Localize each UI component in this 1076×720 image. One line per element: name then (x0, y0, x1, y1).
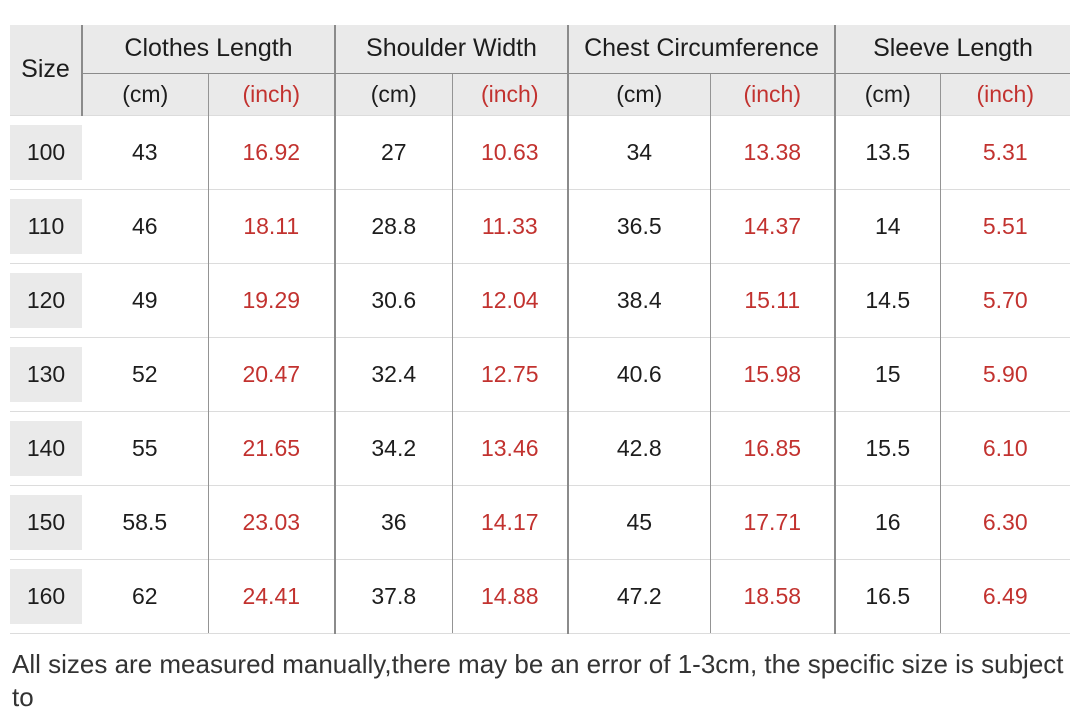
shoulder-width-inch-value: 13.46 (451, 410, 568, 485)
header-group-row: Size Clothes Length Shoulder Width Chest… (10, 25, 1071, 115)
table-header: Size Clothes Length Shoulder Width Chest… (10, 25, 1071, 115)
chest-circumference-cm-value: 40.6 (567, 336, 710, 411)
chest-circumference-cm-value: 42.8 (567, 410, 710, 485)
size-cell: 160 (10, 558, 82, 634)
sleeve-length-cm-value: 16 (834, 484, 940, 559)
shoulder-width-inch-header: (inch) (451, 73, 568, 115)
clothes-length-cm-value: 52 (82, 336, 208, 411)
size-cell: 130 (10, 336, 82, 411)
group-header-chest-circumference: Chest Circumference (567, 25, 835, 74)
shoulder-width-inch-value: 11.33 (451, 188, 568, 263)
chest-circumference-inch-value: 13.38 (709, 114, 835, 189)
sleeve-length-inch-header: (inch) (939, 73, 1071, 115)
clothes-length-inch-value: 16.92 (207, 114, 335, 189)
chest-circumference-inch-value: 14.37 (709, 188, 835, 263)
shoulder-width-cm-value: 30.6 (334, 262, 452, 337)
sleeve-length-cm-value: 15 (834, 336, 940, 411)
chest-circumference-inch-header: (inch) (709, 73, 835, 115)
group-header-shoulder-width: Shoulder Width (334, 25, 568, 74)
shoulder-width-cm-value: 32.4 (334, 336, 452, 411)
chest-circumference-cm-value: 47.2 (567, 558, 710, 634)
sleeve-length-cm-value: 14 (834, 188, 940, 263)
sleeve-length-cm-value: 16.5 (834, 558, 940, 634)
shoulder-width-inch-value: 12.75 (451, 336, 568, 411)
shoulder-width-cm-value: 28.8 (334, 188, 452, 263)
sleeve-length-inch-value: 6.10 (939, 410, 1071, 485)
size-cell: 140 (10, 410, 82, 485)
group-header-clothes-length: Clothes Length (82, 25, 335, 74)
chest-circumference-cm-value: 45 (567, 484, 710, 559)
chest-circumference-cm-value: 34 (567, 114, 710, 189)
chest-circumference-inch-value: 17.71 (709, 484, 835, 559)
clothes-length-inch-value: 23.03 (207, 484, 335, 559)
shoulder-width-cm-value: 36 (334, 484, 452, 559)
shoulder-width-cm-value: 27 (334, 114, 452, 189)
shoulder-width-cm-header: (cm) (334, 73, 452, 115)
sleeve-length-inch-value: 5.90 (939, 336, 1071, 411)
size-label: 150 (10, 494, 82, 550)
clothes-length-cm-header: (cm) (82, 73, 208, 115)
shoulder-width-inch-value: 14.88 (451, 558, 568, 634)
shoulder-width-inch-value: 12.04 (451, 262, 568, 337)
table-row-size-150: 150 58.5 23.03 36 14.17 45 17.71 16 6.30 (10, 484, 1071, 559)
table-row-size-140: 140 55 21.65 34.2 13.46 42.8 16.85 15.5 … (10, 410, 1071, 485)
chest-circumference-inch-value: 16.85 (709, 410, 835, 485)
sleeve-length-inch-value: 6.49 (939, 558, 1071, 634)
sleeve-length-inch-value: 5.70 (939, 262, 1071, 337)
sleeve-length-inch-value: 5.31 (939, 114, 1071, 189)
clothes-length-cm-value: 49 (82, 262, 208, 337)
size-cell: 110 (10, 188, 82, 263)
table-row-size-130: 130 52 20.47 32.4 12.75 40.6 15.98 15 5.… (10, 336, 1071, 411)
chest-circumference-inch-value: 18.58 (709, 558, 835, 634)
clothes-length-cm-value: 43 (82, 114, 208, 189)
clothes-length-inch-header: (inch) (207, 73, 335, 115)
clothes-length-cm-value: 46 (82, 188, 208, 263)
sleeve-length-inch-value: 6.30 (939, 484, 1071, 559)
clothes-length-cm-value: 55 (82, 410, 208, 485)
table-row-size-160: 160 62 24.41 37.8 14.88 47.2 18.58 16.5 … (10, 558, 1071, 634)
clothes-length-inch-value: 19.29 (207, 262, 335, 337)
sleeve-length-cm-header: (cm) (834, 73, 940, 115)
size-column-header: Size (10, 25, 83, 115)
size-cell: 120 (10, 262, 82, 337)
chest-circumference-inch-value: 15.11 (709, 262, 835, 337)
chest-circumference-cm-value: 36.5 (567, 188, 710, 263)
sleeve-length-cm-value: 15.5 (834, 410, 940, 485)
size-label: 100 (10, 124, 82, 180)
shoulder-width-inch-value: 14.17 (451, 484, 568, 559)
chest-circumference-inch-value: 15.98 (709, 336, 835, 411)
chest-circumference-cm-value: 38.4 (567, 262, 710, 337)
size-label: 140 (10, 420, 82, 476)
note-line-2: the actual produce. (12, 714, 1070, 720)
sleeve-length-cm-value: 13.5 (834, 114, 940, 189)
shoulder-width-cm-value: 34.2 (334, 410, 452, 485)
clothes-length-cm-value: 58.5 (82, 484, 208, 559)
size-cell: 100 (10, 114, 82, 189)
size-label: 160 (10, 568, 82, 624)
size-label: 120 (10, 272, 82, 328)
measurement-note: All sizes are measured manually,there ma… (12, 648, 1070, 720)
sleeve-length-inch-value: 5.51 (939, 188, 1071, 263)
sleeve-length-cm-value: 14.5 (834, 262, 940, 337)
shoulder-width-inch-value: 10.63 (451, 114, 568, 189)
table-body: 100 43 16.92 27 10.63 34 13.38 13.5 5.31… (10, 114, 1071, 634)
clothes-length-cm-value: 62 (82, 558, 208, 634)
table-row-size-100: 100 43 16.92 27 10.63 34 13.38 13.5 5.31 (10, 114, 1071, 189)
chest-circumference-cm-header: (cm) (567, 73, 710, 115)
clothes-length-inch-value: 21.65 (207, 410, 335, 485)
size-label: 130 (10, 346, 82, 402)
group-header-sleeve-length: Sleeve Length (833, 25, 1071, 74)
size-label: 110 (10, 198, 82, 254)
table-row-size-110: 110 46 18.11 28.8 11.33 36.5 14.37 14 5.… (10, 188, 1071, 263)
size-chart-table: Size Clothes Length Shoulder Width Chest… (10, 25, 1071, 634)
header-units-row: (cm) (inch) (cm) (inch) (cm) (inch) (cm)… (10, 73, 1071, 115)
clothes-length-inch-value: 20.47 (207, 336, 335, 411)
clothes-length-inch-value: 24.41 (207, 558, 335, 634)
clothes-length-inch-value: 18.11 (207, 188, 335, 263)
shoulder-width-cm-value: 37.8 (334, 558, 452, 634)
size-cell: 150 (10, 484, 82, 559)
table-row-size-120: 120 49 19.29 30.6 12.04 38.4 15.11 14.5 … (10, 262, 1071, 337)
note-line-1: All sizes are measured manually,there ma… (12, 648, 1064, 712)
